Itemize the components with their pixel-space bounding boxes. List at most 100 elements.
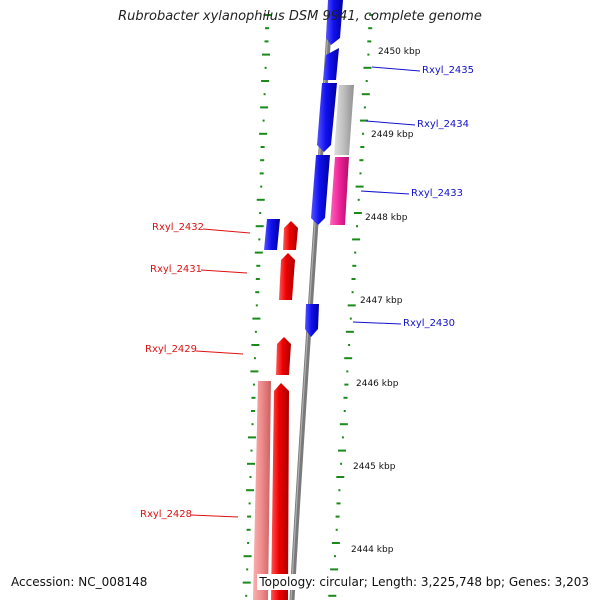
gc-tick bbox=[339, 423, 348, 426]
gc-tick bbox=[338, 449, 346, 452]
gc-tick bbox=[349, 317, 352, 320]
gc-tick bbox=[361, 93, 370, 96]
gc-tick bbox=[334, 555, 336, 558]
gc-tick bbox=[360, 119, 368, 122]
gene-label[interactable]: Rxyl_2435 bbox=[422, 65, 475, 76]
gc-tick bbox=[259, 132, 268, 135]
accession-text: Accession: NC_008148 bbox=[9, 574, 150, 590]
gc-tick bbox=[247, 542, 250, 544]
gene-arrow[interactable] bbox=[276, 337, 291, 375]
gc-tick bbox=[264, 66, 267, 69]
gc-tick bbox=[242, 581, 251, 584]
gene-label[interactable]: Rxyl_2433 bbox=[411, 188, 464, 199]
gc-tick bbox=[254, 330, 257, 333]
gc-tick bbox=[354, 251, 357, 254]
gene-label[interactable]: Rxyl_2429 bbox=[145, 344, 198, 355]
gene-rxyl-2435[interactable] bbox=[323, 0, 343, 80]
gc-tick bbox=[247, 462, 255, 465]
gc-tick bbox=[263, 14, 272, 16]
gene-arrow[interactable] bbox=[283, 221, 298, 250]
gc-tick bbox=[247, 515, 252, 518]
gene-arrow[interactable] bbox=[330, 157, 349, 225]
gene-rxyl-2434[interactable] bbox=[317, 83, 354, 155]
gc-tick bbox=[336, 476, 345, 478]
gene-rxyl-2429[interactable] bbox=[276, 337, 291, 375]
gene-arrow[interactable] bbox=[305, 304, 319, 337]
gc-tick bbox=[360, 146, 365, 148]
gc-tick bbox=[248, 436, 256, 439]
gene-rxyl-2431[interactable] bbox=[279, 253, 295, 300]
position-tick-label: 2448 kbp bbox=[364, 213, 409, 223]
gene-label[interactable]: Rxyl_2432 bbox=[152, 222, 205, 233]
genome-summary-text: Topology: circular; Length: 3,225,748 bp… bbox=[257, 574, 591, 590]
gc-tick bbox=[335, 515, 340, 518]
gene-arrow[interactable] bbox=[334, 85, 354, 155]
gc-tick bbox=[348, 344, 351, 346]
gc-tick bbox=[335, 528, 338, 531]
gene-leader-line bbox=[195, 350, 244, 355]
gene-rxyl-2428[interactable] bbox=[253, 381, 289, 600]
gc-tick bbox=[328, 594, 337, 597]
gene-label[interactable]: Rxyl_2430 bbox=[403, 318, 456, 329]
gc-tick bbox=[343, 410, 346, 412]
gc-tick bbox=[260, 159, 265, 162]
gc-tick bbox=[353, 212, 362, 214]
gc-tick bbox=[330, 568, 339, 571]
gc-tick bbox=[347, 304, 356, 307]
gc-tick bbox=[367, 40, 372, 43]
gene-label[interactable]: Rxyl_2431 bbox=[150, 264, 203, 275]
gc-tick bbox=[338, 489, 341, 492]
gene-arrow[interactable] bbox=[253, 381, 271, 600]
gc-tick bbox=[243, 555, 252, 558]
gene-rxyl-2433[interactable] bbox=[311, 155, 349, 225]
gene-leader-line bbox=[190, 514, 239, 518]
gc-tick bbox=[368, 27, 373, 30]
gc-tick bbox=[352, 264, 357, 267]
gene-rxyl-2430[interactable] bbox=[305, 304, 319, 337]
gc-tick bbox=[252, 383, 255, 386]
gene-arrow[interactable] bbox=[317, 83, 337, 152]
gc-tick bbox=[340, 462, 343, 465]
position-tick-label: 2445 kbp bbox=[352, 462, 397, 472]
gene-rxyl-2432[interactable] bbox=[264, 219, 298, 250]
gc-tick bbox=[251, 396, 256, 399]
gene-arrow[interactable] bbox=[323, 48, 339, 80]
gene-label[interactable]: Rxyl_2434 bbox=[417, 119, 470, 130]
gc-tick bbox=[250, 449, 253, 452]
gc-tick bbox=[345, 330, 354, 333]
gene-arrow[interactable] bbox=[279, 253, 295, 300]
gene-arrow[interactable] bbox=[264, 219, 280, 250]
gc-tick bbox=[263, 93, 266, 96]
position-tick-label: 2446 kbp bbox=[355, 379, 400, 389]
gene-label[interactable]: Rxyl_2428 bbox=[140, 509, 193, 520]
gene-leader-line bbox=[202, 228, 251, 234]
gene-leader-line bbox=[360, 190, 410, 195]
gene-arrow[interactable] bbox=[326, 0, 343, 45]
gene-arrow[interactable] bbox=[311, 155, 330, 225]
position-tick-label: 2444 kbp bbox=[350, 545, 395, 555]
gene-arrow[interactable] bbox=[271, 383, 289, 600]
gc-tick bbox=[258, 238, 261, 241]
gc-tick bbox=[344, 357, 353, 360]
position-tick-label: 2450 kbp bbox=[377, 47, 422, 57]
gc-tick bbox=[341, 436, 344, 439]
gc-tick bbox=[251, 344, 260, 346]
gc-tick bbox=[260, 106, 269, 109]
gc-tick bbox=[259, 172, 264, 175]
position-tick-label: 2449 kbp bbox=[370, 130, 415, 140]
gc-tick bbox=[245, 594, 248, 597]
gc-tick bbox=[355, 185, 364, 188]
gc-tick bbox=[343, 396, 348, 399]
gc-tick bbox=[363, 106, 366, 109]
gc-tick bbox=[259, 212, 262, 214]
gc-tick bbox=[246, 568, 249, 571]
gc-tick bbox=[253, 357, 256, 360]
gc-tick bbox=[351, 278, 356, 280]
gene-leader-line bbox=[365, 120, 416, 126]
gc-tick bbox=[260, 146, 265, 148]
gc-tick bbox=[359, 172, 362, 175]
gc-tick bbox=[352, 238, 361, 241]
gc-tick bbox=[363, 66, 372, 69]
